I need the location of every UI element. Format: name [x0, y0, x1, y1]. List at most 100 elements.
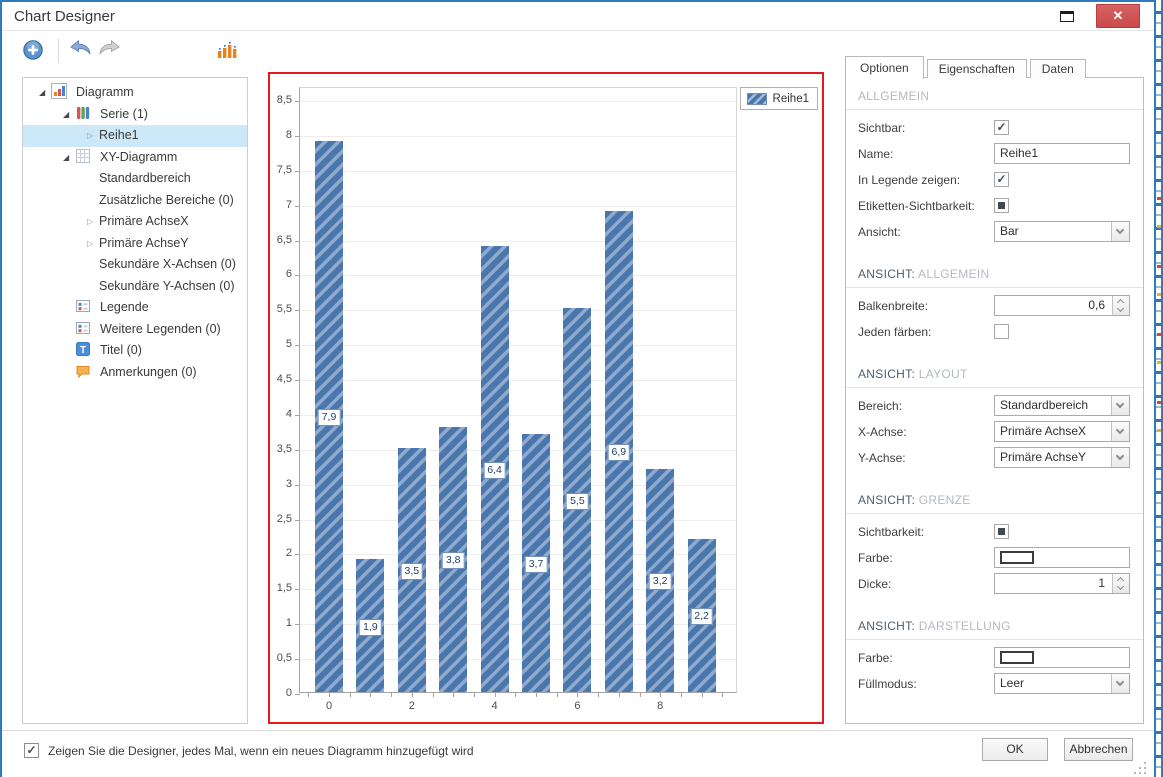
bar-value-label: 3,8: [441, 552, 465, 570]
dropdown[interactable]: Leer: [994, 673, 1130, 694]
x-axis-tick: [453, 692, 455, 697]
tree-item-diagramm[interactable]: ◢ Diagramm: [23, 82, 247, 104]
tree-item-xy-diagramm[interactable]: ◢ XY-Diagramm: [23, 147, 247, 169]
resize-grip[interactable]: [1134, 762, 1146, 774]
color-picker[interactable]: [994, 547, 1130, 568]
y-axis-tick: [295, 519, 300, 521]
checkbox-unchecked[interactable]: [994, 324, 1009, 339]
title-icon: T: [76, 342, 90, 356]
spinner-arrows-icon[interactable]: [1112, 296, 1129, 315]
checkbox-indeterminate[interactable]: [994, 198, 1009, 213]
y-axis-tick: [295, 135, 300, 137]
checkmark-icon: ✓: [996, 120, 1007, 134]
tree-item-sekundäre-x-achsen-0-[interactable]: Sekundäre X-Achsen (0): [23, 254, 247, 276]
checkbox-checked[interactable]: ✓: [994, 120, 1009, 135]
tree-item-primäre-achsex[interactable]: ▷ Primäre AchseX: [23, 211, 247, 233]
chart-legend[interactable]: Reihe1: [739, 87, 818, 110]
add-icon: [23, 40, 43, 60]
tree-item-sekundäre-y-achsen-0-[interactable]: Sekundäre Y-Achsen (0): [23, 276, 247, 298]
x-axis-label: 2: [408, 700, 415, 712]
dropdown[interactable]: Primäre AchseX: [994, 421, 1130, 442]
y-axis-tick: [295, 101, 300, 103]
tree-item-anmerkungen-0-[interactable]: Anmerkungen (0): [23, 362, 247, 384]
chevron-down-icon[interactable]: [1111, 674, 1129, 693]
y-axis-label: 0,5: [276, 652, 292, 665]
chevron-down-icon[interactable]: [1111, 448, 1129, 467]
tree-item-primäre-achsey[interactable]: ▷ Primäre AchseY: [23, 233, 247, 255]
bar-value-label: 7,9: [317, 409, 341, 427]
y-axis-label: 6: [285, 268, 292, 281]
gridline: [300, 240, 736, 242]
x-axis-tick: [701, 692, 703, 697]
tree-item-reihe1[interactable]: ▷ Reihe1: [23, 125, 247, 147]
tree-item-label: XY-Diagramm: [100, 149, 178, 164]
gridline: [300, 484, 736, 486]
cancel-button[interactable]: Abbrechen: [1064, 738, 1133, 761]
bar-value-label: 3,5: [400, 562, 424, 580]
tab-optionen[interactable]: Optionen: [845, 56, 924, 79]
section-divider: [846, 287, 1143, 288]
gridline: [300, 275, 736, 277]
gridline: [300, 135, 736, 137]
text-input[interactable]: Reihe1: [994, 143, 1130, 164]
chevron-down-icon[interactable]: [1111, 422, 1129, 441]
checkbox-checked[interactable]: ✓: [994, 172, 1009, 187]
y-axis-label: 7,5: [276, 163, 292, 176]
collapse-icon[interactable]: ▷: [87, 238, 94, 248]
tree-item-label: Sekundäre Y-Achsen (0): [99, 278, 235, 293]
dropdown[interactable]: Primäre AchseY: [994, 447, 1130, 468]
bar-value-label: 1,9: [359, 618, 382, 636]
spinner[interactable]: 0,6: [994, 295, 1130, 316]
tree-item-standardbereich[interactable]: Standardbereich: [23, 168, 247, 190]
tab-daten[interactable]: Daten: [1029, 59, 1086, 78]
spinner[interactable]: 1: [994, 573, 1130, 594]
section-header: ANSICHT: DARSTELLUNG: [858, 619, 1011, 633]
dropdown[interactable]: Standardbereich: [994, 395, 1130, 416]
tree-item-label: Diagramm: [76, 85, 134, 99]
checkbox-indeterminate[interactable]: [994, 524, 1009, 539]
add-button[interactable]: [20, 39, 46, 63]
y-axis-label: 5,5: [276, 303, 292, 316]
collapse-icon[interactable]: ▷: [87, 131, 94, 140]
property-label: Etiketten-Sichtbarkeit:: [858, 199, 975, 213]
chart-preview: 0 0,5 1 1,5 2 2,5 3 3,5 4 4,5 5 5,5 6 6,5 7 7,5 8 8,5 0 2 4 6…: [268, 72, 824, 724]
gridline: [300, 414, 736, 416]
chevron-down-icon[interactable]: [1111, 222, 1129, 241]
tree-item-serie-1-[interactable]: ◢ Serie (1): [23, 104, 247, 126]
tree-item-legende[interactable]: Legende: [23, 297, 247, 319]
tab-eigenschaften[interactable]: Eigenschaften: [926, 59, 1027, 78]
expand-icon[interactable]: ◢: [63, 109, 70, 119]
chevron-down-icon[interactable]: [1111, 396, 1129, 415]
y-axis-tick: [295, 345, 300, 347]
close-button[interactable]: ✕: [1096, 4, 1140, 28]
x-axis-label: 6: [574, 700, 581, 712]
tree-item-weitere-legenden-0-[interactable]: Weitere Legenden (0): [23, 319, 247, 341]
section-header: ANSICHT: ALLGEMEIN: [858, 267, 990, 281]
ok-button[interactable]: OK: [982, 738, 1048, 761]
maximize-icon[interactable]: [1060, 11, 1074, 22]
tree-item-label: Weitere Legenden (0): [100, 321, 221, 336]
expand-icon[interactable]: ◢: [39, 88, 46, 97]
chart-elements-tree: ◢ Diagramm ◢ Serie (1) ▷ Reihe1 ◢ XY-Diagramm St…: [22, 77, 248, 724]
show-designer-checkbox[interactable]: ✓: [24, 743, 39, 758]
y-axis-label: 6,5: [276, 233, 292, 246]
property-label: Bereich:: [858, 399, 903, 413]
y-axis-label: 7: [285, 198, 292, 211]
gridline: [300, 380, 736, 382]
x-axis-tick: [349, 692, 351, 697]
y-axis-label: 2,5: [276, 512, 292, 525]
color-swatch-icon: [1000, 651, 1034, 664]
collapse-icon[interactable]: ▷: [87, 217, 94, 226]
property-label: Sichtbarkeit:: [858, 525, 925, 539]
tree-item-zusätzliche-bereiche-0-[interactable]: Zusätzliche Bereiche (0): [23, 190, 247, 212]
property-row: Ansicht: Bar: [858, 219, 1131, 245]
property-row: Name: Reihe1: [858, 141, 1131, 167]
color-picker[interactable]: [994, 647, 1130, 668]
undo-button[interactable]: [68, 39, 94, 63]
tree-item-titel-0-[interactable]: T Titel (0): [23, 340, 247, 362]
expand-icon[interactable]: ◢: [63, 152, 70, 162]
dropdown[interactable]: Bar: [994, 221, 1130, 242]
redo-button[interactable]: [96, 39, 122, 63]
spinner-arrows-icon[interactable]: [1112, 574, 1129, 593]
chart-type-button[interactable]: [214, 39, 240, 63]
